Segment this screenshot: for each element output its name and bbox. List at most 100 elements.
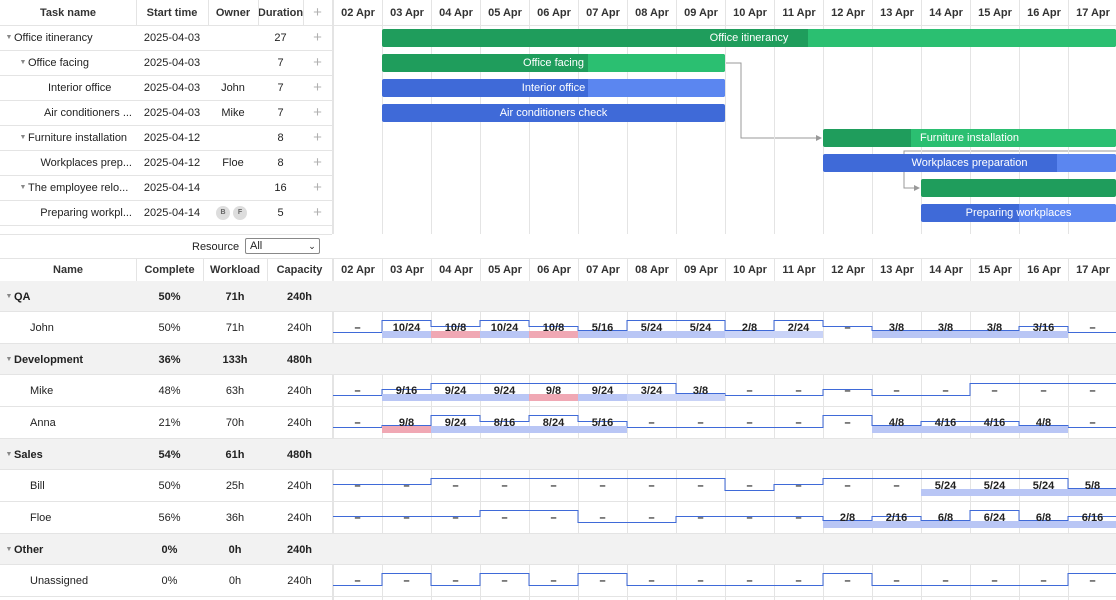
workload-cell[interactable]: – — [795, 385, 802, 397]
workload-cell[interactable]: 10/8 — [542, 322, 565, 334]
workload-cell[interactable]: – — [893, 480, 900, 492]
workload-cell[interactable]: 10/8 — [444, 322, 467, 334]
resource-row[interactable]: Floe 56% 36h 240h – – – – – – – – – – 2/8 2/16 6/8 6/24 6/… — [0, 502, 1116, 534]
workload-cell[interactable]: 6/8 — [1035, 512, 1052, 524]
workload-cell[interactable]: – — [746, 417, 753, 429]
add-subtask-icon[interactable]: + — [313, 79, 322, 96]
resource-row[interactable]: Anna 21% 70h 240h – 9/8 9/24 8/16 8/24 5/16 – – – – – 4… — [0, 407, 1116, 439]
task-row[interactable]: Workplaces prep... 2025-04-12 Floe 8 + — [0, 150, 332, 175]
workload-cell[interactable]: – — [501, 512, 508, 524]
workload-cell[interactable]: 5/24 — [1032, 480, 1055, 492]
chevron-down-icon[interactable]: ▼ — [5, 293, 13, 300]
workload-cell[interactable]: 4/8 — [888, 417, 905, 429]
workload-cell[interactable]: 6/8 — [937, 512, 954, 524]
workload-cell[interactable]: – — [746, 512, 753, 524]
workload-cell[interactable]: – — [648, 480, 655, 492]
task-row[interactable]: Air conditioners ... 2025-04-03 Mike 7 + — [0, 100, 332, 125]
workload-cell[interactable]: – — [746, 480, 753, 492]
workload-cell[interactable]: 3/24 — [640, 385, 663, 397]
task-bar[interactable] — [921, 179, 1116, 197]
workload-cell[interactable]: – — [403, 575, 410, 587]
workload-cell[interactable]: 4/8 — [1035, 417, 1052, 429]
workload-cell[interactable]: – — [452, 480, 459, 492]
workload-cell[interactable]: – — [991, 575, 998, 587]
workload-cell[interactable]: – — [648, 575, 655, 587]
chevron-down-icon[interactable]: ▼ — [5, 34, 13, 41]
add-subtask-icon[interactable]: + — [313, 204, 322, 221]
workload-cell[interactable]: 6/16 — [1081, 512, 1104, 524]
resource-group-row[interactable]: ▼ QA 50% 71h 240h — [0, 281, 1116, 312]
workload-cell[interactable]: – — [354, 480, 361, 492]
workload-cell[interactable]: 10/24 — [392, 322, 421, 334]
resource-row[interactable]: John 50% 71h 240h – 10/24 10/8 10/24 10/8 5/16 5/2… — [0, 312, 1116, 344]
column-header-capacity[interactable]: Capacity — [276, 264, 323, 276]
workload-cell[interactable]: 9/24 — [493, 385, 516, 397]
chevron-down-icon[interactable]: ▼ — [5, 451, 13, 458]
workload-cell[interactable]: 5/16 — [591, 417, 614, 429]
workload-cell[interactable]: – — [354, 322, 361, 334]
workload-cell[interactable]: 3/8 — [986, 322, 1003, 334]
add-subtask-icon[interactable]: + — [313, 129, 322, 146]
task-row[interactable]: ▼ The employee relo... 2025-04-14 16 + — [0, 175, 332, 200]
column-header-name[interactable]: Name — [53, 264, 83, 276]
column-header-workload[interactable]: Workload — [210, 264, 260, 276]
workload-cell[interactable]: 5/24 — [983, 480, 1006, 492]
workload-cell[interactable]: – — [1040, 385, 1047, 397]
workload-cell[interactable]: – — [795, 417, 802, 429]
workload-cell[interactable]: 8/16 — [493, 417, 516, 429]
workload-cell[interactable]: – — [1089, 417, 1096, 429]
workload-cell[interactable]: – — [1089, 385, 1096, 397]
chevron-down-icon[interactable]: ▼ — [5, 356, 13, 363]
task-bar[interactable]: Workplaces preparation — [823, 154, 1116, 172]
chevron-down-icon[interactable]: ▼ — [19, 134, 27, 141]
workload-cell[interactable]: – — [697, 480, 704, 492]
workload-cell[interactable]: 10/24 — [490, 322, 519, 334]
resource-row[interactable]: Mike 48% 63h 240h – 9/16 9/24 9/24 9/8 9/24 3/24 3/… — [0, 375, 1116, 407]
workload-cell[interactable]: – — [354, 512, 361, 524]
workload-cell[interactable]: 3/8 — [937, 322, 954, 334]
workload-cell[interactable]: – — [893, 575, 900, 587]
workload-cell[interactable]: – — [746, 385, 753, 397]
task-bar[interactable]: Air conditioners check — [382, 104, 725, 122]
add-subtask-icon[interactable]: + — [313, 179, 322, 196]
workload-cell[interactable]: – — [550, 575, 557, 587]
workload-cell[interactable]: 9/24 — [444, 385, 467, 397]
workload-cell[interactable]: 3/16 — [1032, 322, 1055, 334]
workload-cell[interactable]: – — [991, 385, 998, 397]
add-subtask-icon[interactable]: + — [313, 154, 322, 171]
resource-group-row[interactable]: ▼ Sales 54% 61h 480h — [0, 439, 1116, 470]
workload-cell[interactable]: – — [648, 417, 655, 429]
column-header-complete[interactable]: Complete — [144, 264, 195, 276]
workload-cell[interactable]: – — [550, 512, 557, 524]
workload-cell[interactable]: – — [844, 322, 851, 334]
task-bar[interactable]: Preparing workplaces — [921, 204, 1116, 222]
link-office-facing-to-furniture[interactable] — [724, 62, 816, 139]
workload-cell[interactable]: – — [501, 575, 508, 587]
workload-cell[interactable]: – — [844, 480, 851, 492]
workload-cell[interactable]: 5/16 — [591, 322, 614, 334]
task-row[interactable]: ▼ Office facing 2025-04-03 7 + — [0, 50, 332, 75]
task-bar[interactable]: Office facing — [382, 54, 725, 72]
workload-cell[interactable]: 9/24 — [444, 417, 467, 429]
resource-filter-select[interactable]: All ⌄ — [245, 238, 320, 254]
workload-cell[interactable]: 2/8 — [839, 512, 856, 524]
workload-cell[interactable]: – — [550, 480, 557, 492]
column-header-start-time[interactable]: Start time — [146, 6, 198, 19]
workload-cell[interactable]: – — [599, 480, 606, 492]
task-bar[interactable]: Furniture installation — [823, 129, 1116, 147]
workload-cell[interactable]: 4/16 — [934, 417, 957, 429]
workload-cell[interactable]: 6/24 — [983, 512, 1006, 524]
chevron-down-icon[interactable]: ▼ — [5, 546, 13, 553]
add-subtask-icon[interactable]: + — [313, 104, 322, 121]
workload-cell[interactable]: 3/8 — [888, 322, 905, 334]
workload-cell[interactable]: 2/8 — [741, 322, 758, 334]
workload-cell[interactable]: 5/24 — [934, 480, 957, 492]
resource-group-row[interactable]: ▼ Development 36% 133h 480h — [0, 344, 1116, 375]
workload-cell[interactable]: – — [501, 480, 508, 492]
workload-cell[interactable]: 2/16 — [885, 512, 908, 524]
task-row[interactable]: ▼ Furniture installation 2025-04-12 8 + — [0, 125, 332, 150]
workload-cell[interactable]: – — [599, 575, 606, 587]
workload-cell[interactable]: – — [844, 385, 851, 397]
workload-cell[interactable]: – — [1040, 575, 1047, 587]
workload-cell[interactable]: – — [648, 512, 655, 524]
